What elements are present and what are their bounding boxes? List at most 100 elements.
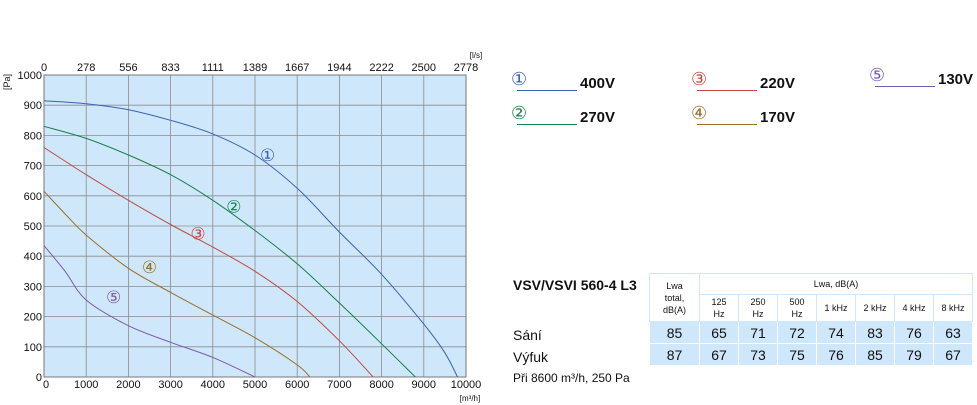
y-tick-label: 800: [24, 130, 42, 142]
y-tick-label: 0: [36, 372, 42, 384]
value-cell: 76: [894, 321, 934, 344]
x-tick-label: 7000: [327, 379, 351, 391]
legend-line: [517, 90, 577, 91]
total-header-line: dB(A): [662, 304, 686, 315]
value-cell: 67: [699, 343, 739, 366]
legend-line: [875, 86, 935, 87]
x-tick-label: 6000: [285, 379, 309, 391]
fan-performance-chart: 0 1000 2000 3000 4000 5000 6000 7000 8000 9000 100…: [2, 51, 482, 403]
legend-marker: ⑤: [869, 65, 886, 86]
value-cell: 67: [933, 343, 973, 366]
top-tick-label: 2500: [412, 62, 436, 74]
row-label-intake: Sání: [513, 327, 542, 343]
top-tick-label: 2222: [369, 62, 393, 74]
y-tick-label: 400: [24, 251, 42, 263]
x-tick-label: 5000: [243, 379, 267, 391]
x-tick-label: 2000: [116, 379, 140, 391]
value-cell: 85: [855, 343, 895, 366]
y-tick-label: 600: [24, 191, 42, 203]
x-axis-label: [m³/h]: [460, 394, 480, 403]
band-unit: Hz: [752, 309, 764, 319]
value-cell: 83: [855, 321, 895, 344]
curve-label-270v: ②: [226, 197, 241, 217]
y-tick-label: 900: [24, 100, 42, 112]
top-tick-label: 278: [77, 62, 95, 74]
x-tick-label: 0: [43, 379, 49, 391]
x-tick-label: 1000: [74, 379, 98, 391]
x-axis-ticks: 0 1000 2000 3000 4000 5000 6000 7000 8000 9000 100…: [43, 379, 481, 391]
y-tick-label: 100: [24, 342, 42, 354]
noise-table-bands-row: 125 Hz 250 Hz 500 Hz 1 kHz 2 kHz 4 kHz 8 kH…: [650, 294, 973, 322]
curves: ① ② ③ ④ ⑤: [43, 100, 459, 378]
top-tick-label: 2778: [454, 62, 478, 74]
x-tick-label: 4000: [201, 379, 225, 391]
value-cell: 74: [816, 321, 856, 344]
y-tick-label: 500: [24, 221, 42, 233]
y-axis-ticks: 0 100 200 300 400 500 600 700 800 900 1000: [18, 70, 42, 384]
top-tick-label: 833: [161, 62, 179, 74]
value-cell: 79: [894, 343, 934, 366]
total-header: Lwa total, dB(A): [649, 273, 700, 322]
curve-label-170v: ④: [142, 258, 157, 278]
band-125: 125 Hz: [699, 294, 739, 322]
band-value: 125: [711, 297, 727, 307]
band-4k: 4 kHz: [894, 294, 934, 322]
grid: [44, 75, 466, 377]
curve-270v: [43, 125, 416, 378]
top-axis-ticks: 0 278 556 833 1111 1389 1667 1944 2222 2500 2778: [41, 62, 478, 74]
row-label-exhaust: Výfuk: [513, 349, 549, 365]
x-tick-label: 9000: [412, 379, 436, 391]
value-cell: 87: [649, 343, 700, 366]
band-1k: 1 kHz: [816, 294, 856, 322]
legend-label: 220V: [760, 75, 796, 92]
curve-130v: [43, 245, 256, 378]
top-tick-label: 0: [41, 62, 47, 74]
band-header: Lwa, dB(A): [699, 273, 973, 295]
top-tick-label: 1667: [285, 62, 309, 74]
band-unit: Hz: [713, 309, 725, 319]
value-cell: 71: [738, 321, 778, 344]
curve-label-220v: ③: [190, 225, 205, 245]
top-axis-label: [l/s]: [470, 51, 482, 60]
band-value: 500: [789, 297, 805, 307]
curve-label-400v: ①: [260, 146, 275, 166]
band-value: 250: [750, 297, 766, 307]
legend-label: 400V: [580, 75, 616, 92]
value-cell: 73: [738, 343, 778, 366]
legend-marker: ④: [691, 103, 708, 124]
value-cell: 65: [699, 321, 739, 344]
top-tick-label: 556: [119, 62, 137, 74]
legend-line: [697, 124, 757, 125]
y-tick-label: 200: [24, 312, 42, 324]
curve-220v: [43, 147, 374, 378]
value-cell: 75: [777, 343, 817, 366]
legend-marker: ③: [691, 69, 708, 90]
noise-table: Lwa total, dB(A) Lwa, dB(A) 125 Hz 250 Hz …: [649, 273, 973, 366]
legend-label: 130V: [938, 71, 974, 88]
footnote: Při 8600 m³/h, 250 Pa: [513, 371, 630, 385]
legend-marker: ①: [511, 69, 528, 90]
curve-400v: [43, 100, 459, 378]
top-tick-label: 1944: [327, 62, 351, 74]
legend-marker: ②: [511, 103, 528, 124]
band-8k: 8 kHz: [933, 294, 973, 322]
band-unit: Hz: [791, 309, 803, 319]
curve-170v: [43, 190, 311, 378]
noise-row-intake: 85 65 71 72 74 83 76 63: [649, 321, 973, 344]
noise-table-header-row: Lwa total, dB(A) Lwa, dB(A): [649, 273, 973, 322]
band-2k: 2 kHz: [855, 294, 895, 322]
y-tick-label: 1000: [18, 70, 42, 82]
curve-label-130v: ⑤: [106, 288, 121, 308]
band-500: 500 Hz: [777, 294, 817, 322]
y-tick-label: 700: [24, 161, 42, 173]
y-tick-label: 300: [24, 281, 42, 293]
x-tick-label: 10000: [451, 379, 482, 391]
legend-label: 270V: [580, 109, 616, 126]
x-tick-label: 3000: [158, 379, 182, 391]
legend-line: [517, 124, 577, 125]
total-header-line: total,: [664, 292, 685, 303]
noise-row-exhaust: 87 67 73 75 76 85 79 67: [649, 343, 973, 366]
value-cell: 72: [777, 321, 817, 344]
value-cell: 85: [649, 321, 700, 344]
top-tick-label: 1111: [202, 62, 224, 74]
